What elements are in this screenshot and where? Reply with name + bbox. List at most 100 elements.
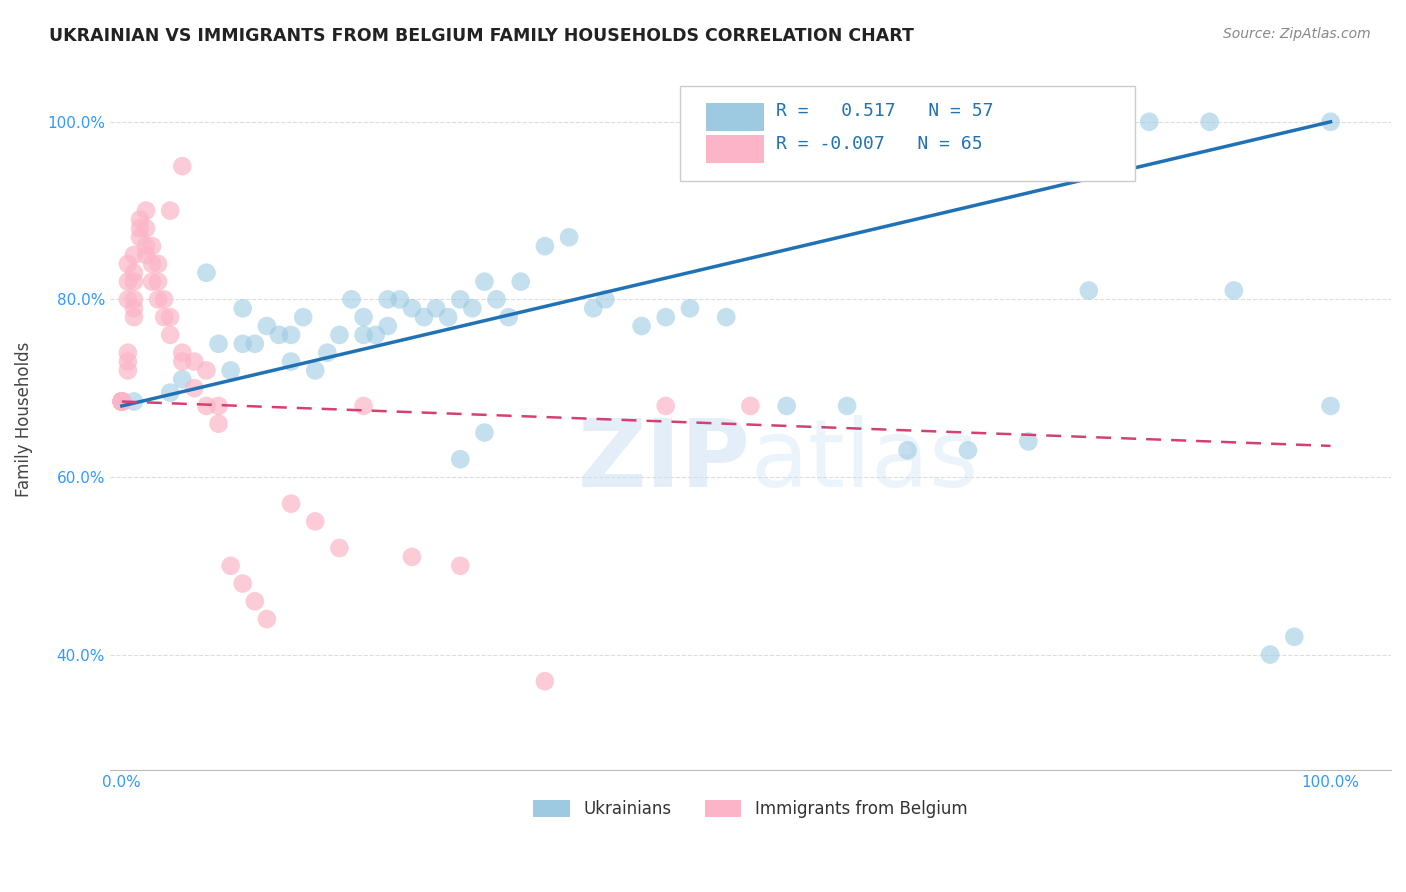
Text: ZIP: ZIP bbox=[578, 416, 751, 508]
Point bbox=[135, 248, 157, 262]
Point bbox=[141, 275, 163, 289]
Point bbox=[498, 310, 520, 325]
Point bbox=[117, 345, 139, 359]
Point bbox=[377, 318, 399, 333]
Text: Source: ZipAtlas.com: Source: ZipAtlas.com bbox=[1223, 27, 1371, 41]
Point bbox=[111, 394, 134, 409]
Point bbox=[534, 674, 557, 689]
Legend: Ukrainians, Immigrants from Belgium: Ukrainians, Immigrants from Belgium bbox=[527, 793, 974, 825]
Point bbox=[207, 417, 229, 431]
Point bbox=[1137, 115, 1160, 129]
Point bbox=[111, 394, 134, 409]
Point bbox=[449, 558, 471, 573]
Point bbox=[256, 318, 278, 333]
Point bbox=[534, 239, 557, 253]
Point bbox=[582, 301, 605, 316]
Point bbox=[328, 541, 350, 555]
Point bbox=[1319, 115, 1341, 129]
Point bbox=[292, 310, 315, 325]
Point bbox=[135, 239, 157, 253]
Point bbox=[172, 372, 194, 386]
Point bbox=[207, 336, 229, 351]
Point bbox=[111, 394, 134, 409]
Point bbox=[172, 159, 194, 173]
Point bbox=[111, 394, 134, 409]
Point bbox=[111, 394, 134, 409]
Point bbox=[146, 293, 169, 307]
Point bbox=[159, 310, 181, 325]
Point bbox=[474, 425, 496, 440]
Point bbox=[122, 394, 145, 409]
Point bbox=[122, 275, 145, 289]
Point bbox=[267, 327, 290, 342]
Point bbox=[630, 318, 652, 333]
Point bbox=[172, 354, 194, 368]
Point bbox=[280, 497, 302, 511]
Point bbox=[153, 310, 176, 325]
Point bbox=[141, 257, 163, 271]
Point bbox=[111, 394, 134, 409]
Point bbox=[219, 558, 242, 573]
Point bbox=[111, 394, 134, 409]
Point bbox=[1319, 399, 1341, 413]
Point bbox=[207, 399, 229, 413]
Text: UKRAINIAN VS IMMIGRANTS FROM BELGIUM FAMILY HOUSEHOLDS CORRELATION CHART: UKRAINIAN VS IMMIGRANTS FROM BELGIUM FAM… bbox=[49, 27, 914, 45]
Point bbox=[425, 301, 447, 316]
Point bbox=[122, 293, 145, 307]
Point bbox=[111, 394, 134, 409]
Point bbox=[159, 327, 181, 342]
Y-axis label: Family Households: Family Households bbox=[15, 342, 32, 497]
Point bbox=[280, 354, 302, 368]
Point bbox=[353, 399, 375, 413]
Point bbox=[183, 381, 205, 395]
Point bbox=[122, 266, 145, 280]
Point bbox=[353, 310, 375, 325]
Point bbox=[232, 301, 254, 316]
Point bbox=[117, 363, 139, 377]
Point bbox=[219, 363, 242, 377]
Point bbox=[135, 221, 157, 235]
Point bbox=[1223, 284, 1246, 298]
Point bbox=[129, 221, 152, 235]
Point bbox=[111, 394, 134, 409]
Point bbox=[122, 248, 145, 262]
Point bbox=[159, 203, 181, 218]
Point bbox=[183, 354, 205, 368]
Point bbox=[117, 257, 139, 271]
Point bbox=[117, 275, 139, 289]
Point bbox=[328, 327, 350, 342]
Point bbox=[956, 443, 979, 458]
Point bbox=[256, 612, 278, 626]
Point bbox=[129, 230, 152, 244]
Point bbox=[304, 514, 326, 528]
Point bbox=[153, 293, 176, 307]
FancyBboxPatch shape bbox=[681, 86, 1135, 181]
Point bbox=[437, 310, 460, 325]
Point bbox=[401, 549, 423, 564]
Point bbox=[835, 399, 858, 413]
Point bbox=[449, 293, 471, 307]
Point bbox=[401, 301, 423, 316]
Point bbox=[159, 385, 181, 400]
Point bbox=[243, 336, 266, 351]
Point bbox=[775, 399, 797, 413]
Point bbox=[111, 394, 134, 409]
Point bbox=[1198, 115, 1220, 129]
Point bbox=[461, 301, 484, 316]
Point bbox=[135, 203, 157, 218]
Point bbox=[280, 327, 302, 342]
Point bbox=[111, 394, 134, 409]
Point bbox=[558, 230, 581, 244]
Point bbox=[172, 345, 194, 359]
Point bbox=[474, 275, 496, 289]
Text: atlas: atlas bbox=[751, 416, 979, 508]
Point bbox=[740, 399, 762, 413]
Point bbox=[195, 399, 218, 413]
Point bbox=[377, 293, 399, 307]
Point bbox=[232, 336, 254, 351]
Point bbox=[111, 394, 134, 409]
Text: R = -0.007   N = 65: R = -0.007 N = 65 bbox=[776, 135, 983, 153]
Point bbox=[111, 394, 134, 409]
Point bbox=[413, 310, 436, 325]
Point bbox=[364, 327, 387, 342]
